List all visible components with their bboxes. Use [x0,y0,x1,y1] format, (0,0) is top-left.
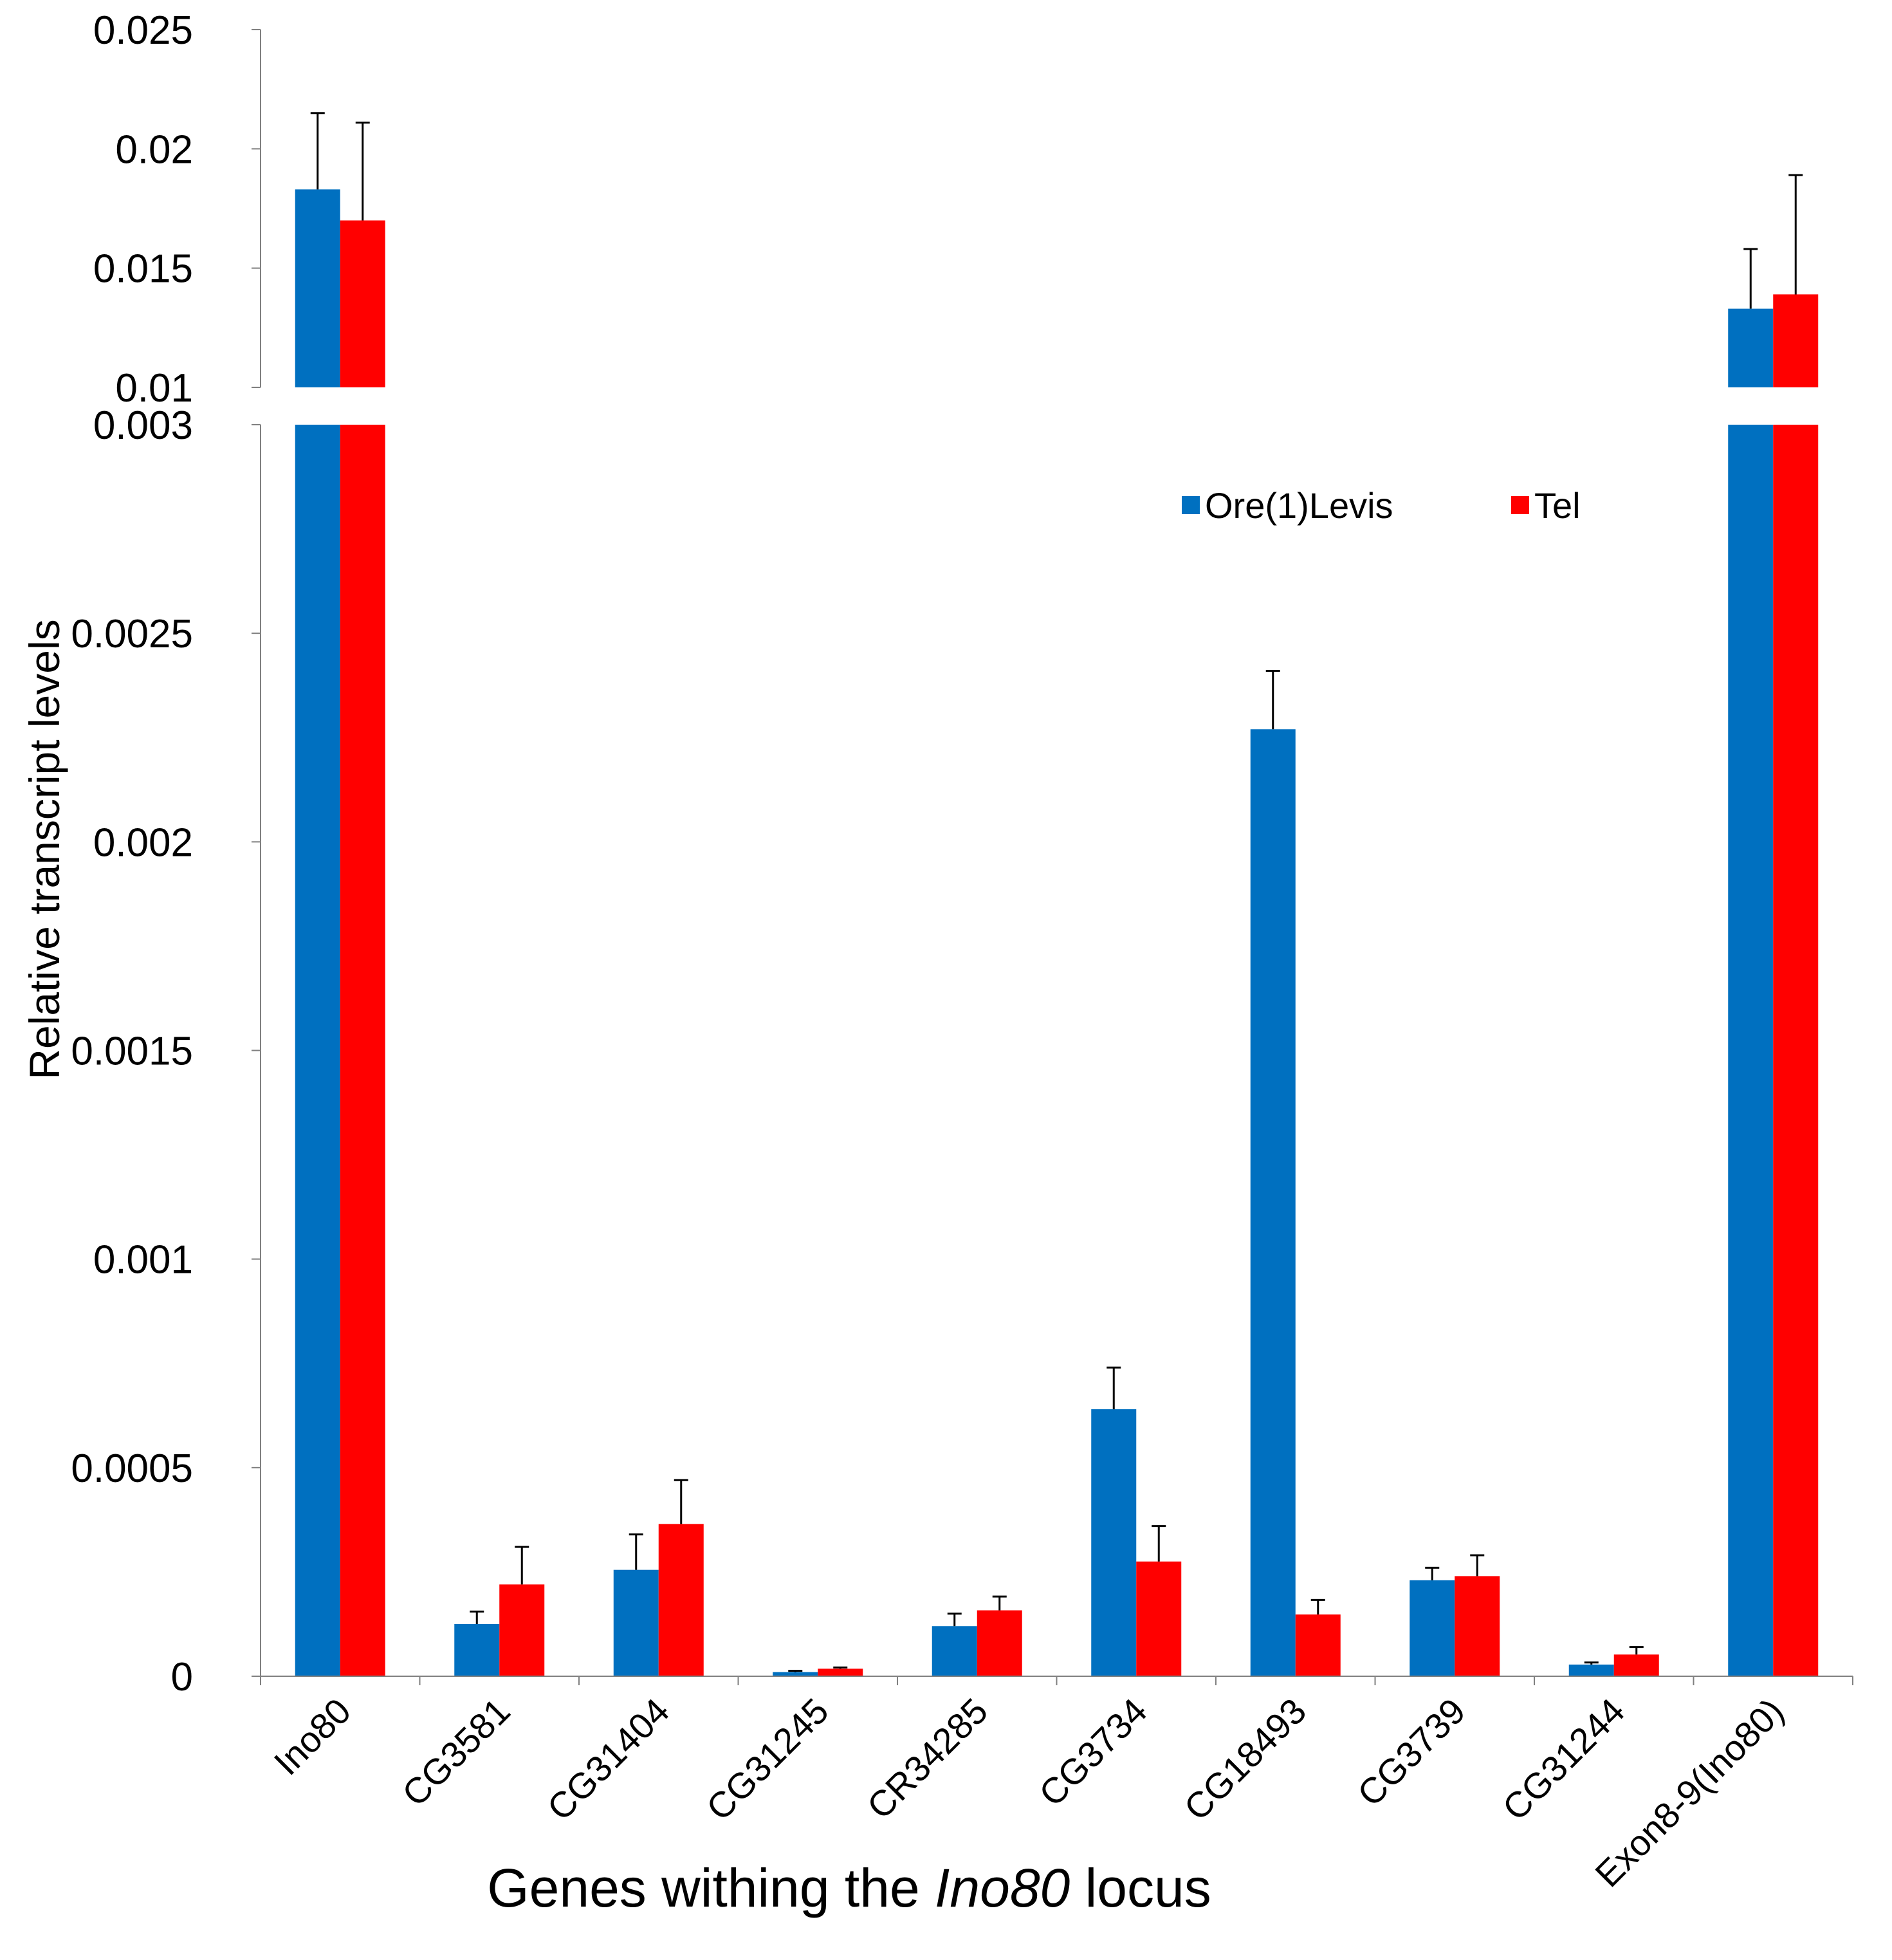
bar-ore-1-levis-cg3739 [1410,1580,1455,1676]
bar-tel-cg3739 [1455,1576,1500,1676]
bar-tel-cg3734 [1136,1561,1182,1676]
x-tick-label-cg31404: CG31404 [539,1690,677,1828]
error-bars-layer [310,112,1803,1672]
bar-tel-cr34285 [977,1610,1022,1676]
bar-ore-1-levis-cg3734 [1091,1409,1137,1676]
x-tick-label-cg3739: CG3739 [1350,1690,1473,1814]
y-axis-title: Relative transcript levels [21,619,68,1079]
legend-swatch-ore1levis [1182,496,1200,514]
x-axis-title: Genes withing the Ino80 locus [487,1858,1211,1918]
axes-layer [252,29,1853,1685]
bar-ore-1-levis-exon8-9-ino80-lower [1728,425,1774,1676]
bar-tel-cg18493 [1295,1614,1341,1676]
legend-swatch-tel [1511,496,1529,514]
x-tick-label-cr34285: CR34285 [859,1690,995,1827]
x-tick-label-cg3581: CG3581 [394,1690,518,1814]
bar-ore-1-levis-ino80-upper [295,189,340,387]
x-axis-title-part-2: Ino80 [935,1858,1070,1918]
bar-ore-1-levis-cg31404 [613,1569,659,1676]
x-tick-label-cg31245: CG31245 [699,1690,836,1828]
bar-tel-cg3581 [499,1584,545,1676]
y-tick-label-lower-4: 0.002 [93,820,193,865]
legend-label-tel: Tel [1534,485,1581,526]
bar-ore-1-levis-cg31244 [1568,1664,1614,1676]
bar-ore-1-levis-cr34285 [932,1626,977,1676]
y-tick-label-upper-1: 0.015 [93,247,193,291]
y-tick-label-lower-6: 0.003 [93,403,193,448]
y-tick-label-upper-3: 0.025 [93,8,193,53]
x-tick-label-cg3734: CG3734 [1031,1690,1155,1814]
x-tick-label-cg18493: CG18493 [1176,1690,1314,1828]
bar-ore-1-levis-cg3581 [454,1623,500,1676]
bar-ore-1-levis-cg18493 [1250,729,1296,1676]
y-tick-label-lower-5: 0.0025 [71,612,193,656]
y-tick-label-upper-0: 0.01 [115,366,193,411]
x-axis-title-part-1: Genes withing the [487,1858,935,1918]
bar-tel-cg31245 [818,1669,863,1676]
x-axis-title-part-3: locus [1070,1858,1211,1918]
y-tick-label-lower-2: 0.001 [93,1238,193,1282]
y-tick-label-lower-0: 0 [171,1655,193,1699]
bar-tel-ino80-lower [340,425,385,1676]
bar-tel-exon8-9-ino80-upper [1773,294,1819,387]
y-tick-label-upper-2: 0.02 [115,127,193,172]
x-tick-label-cg31244: CG31244 [1494,1690,1632,1828]
bar-tel-cg31244 [1613,1654,1659,1676]
bar-tel-cg31404 [658,1524,704,1676]
bar-ore-1-levis-cg31245 [773,1672,818,1676]
bar-ore-1-levis-ino80-lower [295,425,340,1676]
legend-label-ore1levis: Ore(1)Levis [1205,485,1393,526]
y-tick-label-lower-3: 0.0015 [71,1030,193,1074]
bar-tel-ino80-upper [340,220,385,387]
bar-ore-1-levis-exon8-9-ino80-upper [1728,308,1774,387]
bar-tel-exon8-9-ino80-lower [1773,425,1819,1676]
y-tick-label-lower-1: 0.0005 [71,1447,193,1491]
legend: Ore(1)Levis Tel [1182,485,1581,526]
x-tick-label-ino80: Ino80 [266,1690,359,1783]
bars-layer [295,189,1819,1676]
